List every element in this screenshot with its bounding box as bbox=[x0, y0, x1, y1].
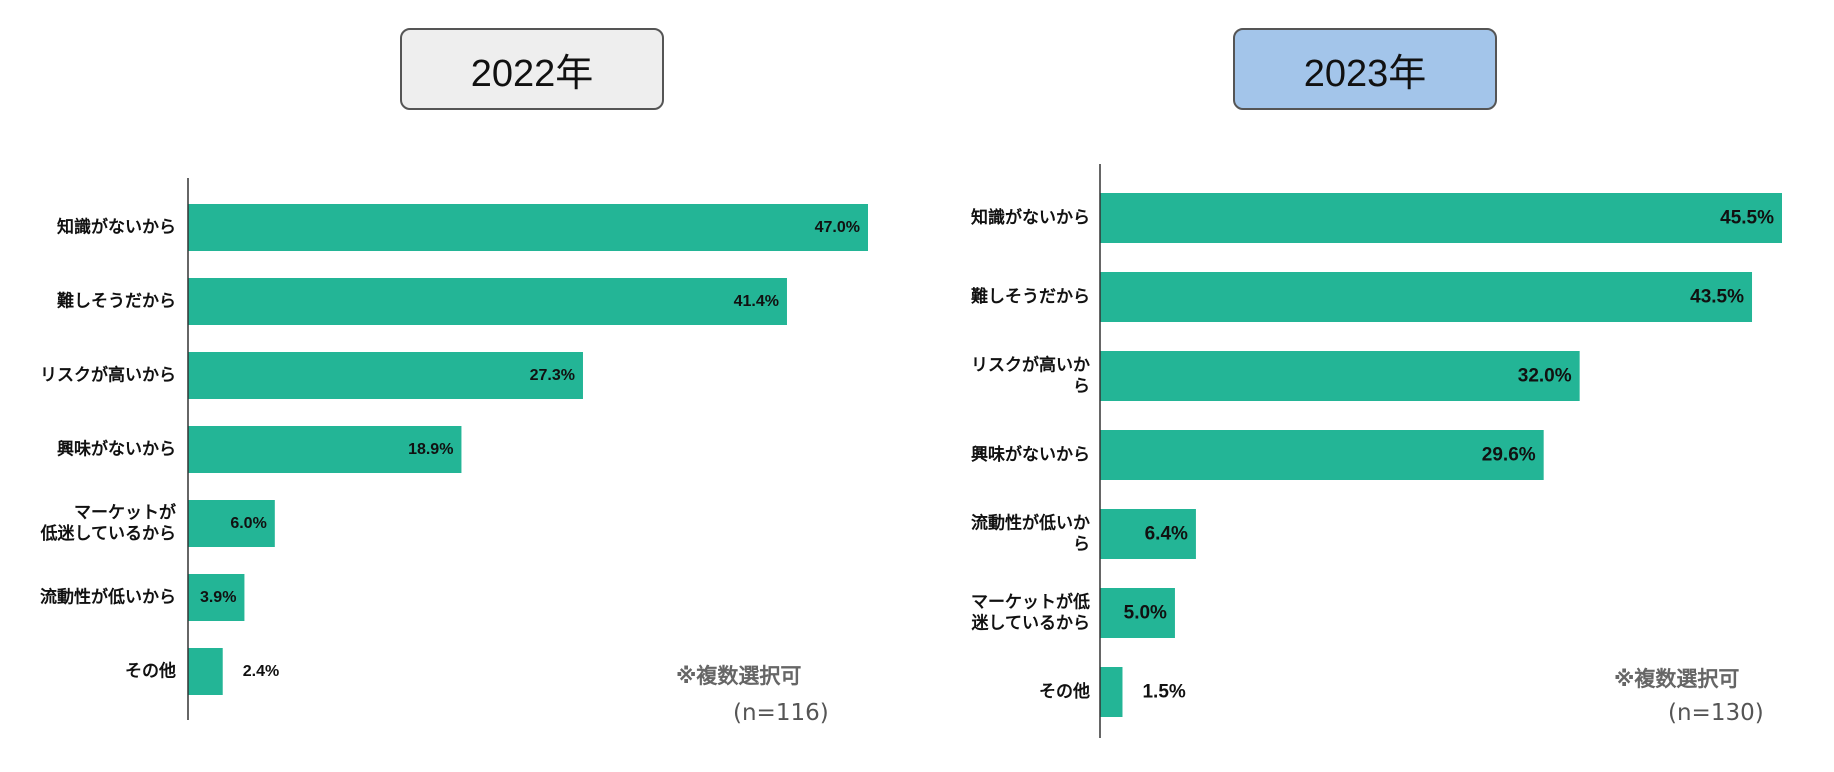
y2023-value-label-4: 29.6% bbox=[1482, 445, 1536, 466]
y2023-category-label-3-line-2: ら bbox=[1073, 377, 1090, 397]
y2022-category-label-5-line-1: マーケットが bbox=[74, 502, 176, 523]
y2023-category-label-5-line-2: ら bbox=[1073, 535, 1090, 555]
y2023-category-label-4: 興味がないから bbox=[971, 444, 1090, 465]
y2023-category-label-7: その他 bbox=[1039, 681, 1090, 702]
y2022-bar-2 bbox=[188, 278, 787, 325]
y2023-category-label-1: 知識がないから bbox=[970, 207, 1090, 228]
y2023-bar-7 bbox=[1100, 667, 1123, 717]
y2023-category-label-3-line-1: リスクが高いか bbox=[971, 355, 1090, 376]
y2023-bar-5 bbox=[1100, 509, 1196, 559]
y2023-category-label-5-line-1: 流動性が低いか bbox=[971, 513, 1090, 534]
y2022-category-label-2: 難しそうだから bbox=[57, 291, 176, 312]
y2023-value-label-3: 32.0% bbox=[1518, 366, 1572, 387]
y2022-value-label-3: 27.3% bbox=[530, 367, 575, 384]
y2022-value-label-6: 3.9% bbox=[200, 589, 236, 606]
y2023-value-label-2: 43.5% bbox=[1690, 287, 1744, 308]
y2022-value-label-7: 2.4% bbox=[243, 663, 279, 680]
y2023-value-label-6: 5.0% bbox=[1124, 603, 1167, 624]
y2022-value-label-1: 47.0% bbox=[815, 219, 860, 236]
y2022-bar-3 bbox=[188, 352, 583, 399]
year-badge-2022: 2022年 bbox=[400, 28, 664, 110]
y2023-value-label-7: 1.5% bbox=[1142, 682, 1185, 703]
y2022-value-label-2: 41.4% bbox=[734, 293, 779, 310]
y2023-value-label-5: 6.4% bbox=[1145, 524, 1188, 545]
y2023-value-label-1: 45.5% bbox=[1720, 208, 1774, 229]
y2022-category-label-4: 興味がないから bbox=[57, 439, 176, 460]
bar-chart-2022: 47.0% 知識がないから 41.4% 難しそうだから 27.3% リスクが高いから 18.… bbox=[40, 178, 868, 720]
y2023-bar-3 bbox=[1100, 351, 1580, 401]
y2023-category-label-2: 難しそうだから bbox=[971, 286, 1090, 307]
year-badge-2023: 2023年 bbox=[1233, 28, 1497, 110]
y2023-bar-2 bbox=[1100, 272, 1753, 322]
y2022-value-label-4: 18.9% bbox=[408, 441, 453, 458]
sample-size-2023: (n=130) bbox=[1668, 700, 1764, 726]
y2022-category-label-3: リスクが高いから bbox=[40, 365, 176, 386]
y2023-bar-4 bbox=[1100, 430, 1544, 480]
y2022-category-label-5-line-2: 低迷しているから bbox=[40, 523, 177, 544]
y2023-bar-6 bbox=[1100, 588, 1175, 638]
y2022-bar-1 bbox=[188, 204, 868, 251]
y2023-bar-1 bbox=[1100, 193, 1782, 243]
y2022-bar-7 bbox=[188, 648, 223, 695]
y2022-category-label-6: 流動性が低いから bbox=[40, 587, 176, 608]
y2022-category-label-7: その他 bbox=[125, 661, 176, 682]
y2023-category-label-6-line-1: マーケットが低 bbox=[971, 592, 1090, 613]
y2022-value-label-5: 6.0% bbox=[230, 515, 266, 532]
y2022-bar-6 bbox=[188, 574, 245, 621]
y2023-category-label-6-line-2: 迷しているから bbox=[971, 613, 1091, 634]
y2022-bar-5 bbox=[188, 500, 275, 547]
multiple-choice-note-2023: ※複数選択可 bbox=[1614, 667, 1740, 691]
y2022-bar-4 bbox=[188, 426, 462, 473]
y2022-category-label-1: 知識がないから bbox=[56, 217, 176, 238]
multiple-choice-note-2022: ※複数選択可 bbox=[676, 664, 802, 688]
sample-size-2022: (n=116) bbox=[733, 700, 829, 726]
